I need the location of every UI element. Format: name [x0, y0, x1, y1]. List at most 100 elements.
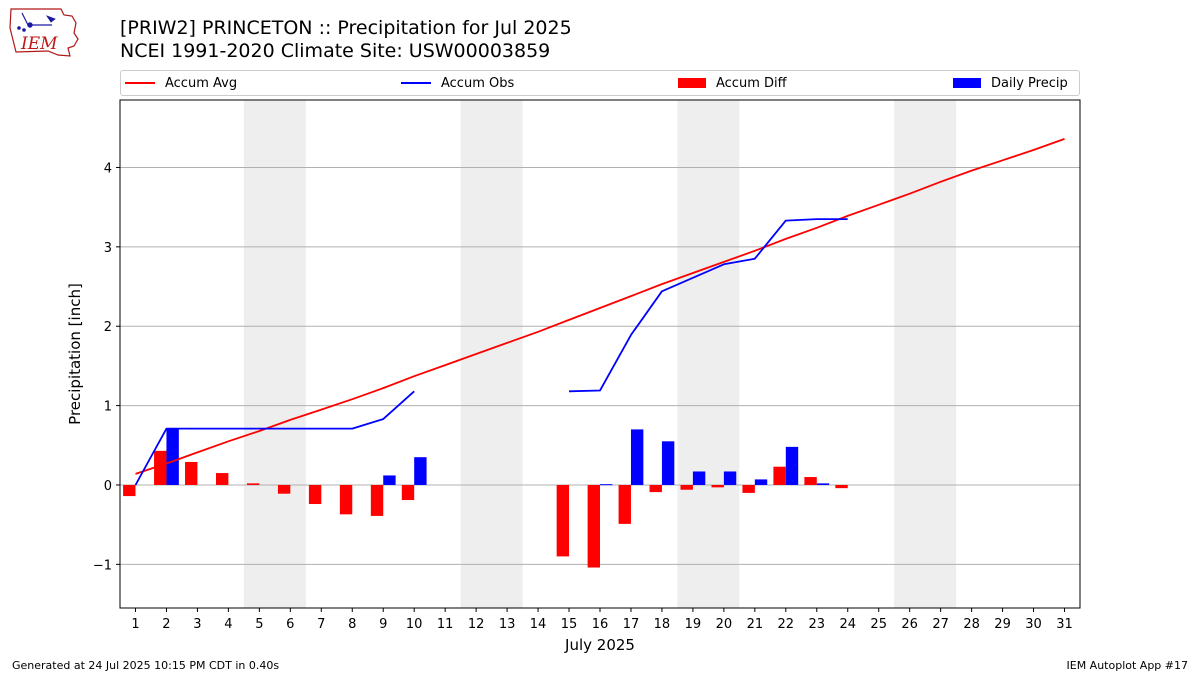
- line-series: [134, 138, 1065, 486]
- daily-precip-bar: [600, 484, 613, 486]
- x-tick-label: 29: [994, 617, 1011, 632]
- legend-swatch-daily-precip: [953, 78, 981, 88]
- x-tick-label: 16: [592, 617, 609, 632]
- footer-app-text: IEM Autoplot App #17: [1066, 659, 1189, 672]
- legend-item-daily-precip: Daily Precip: [953, 71, 1068, 95]
- weekend-band: [677, 100, 740, 608]
- x-tick-label: 17: [623, 617, 640, 632]
- x-tick-label: 21: [747, 617, 764, 632]
- daily-precip-bar: [816, 483, 830, 485]
- accum-diff-bar: [154, 450, 167, 485]
- accum-diff-bar: [649, 484, 662, 493]
- accum-diff-bar: [185, 461, 198, 485]
- daily-precip-bar: [754, 479, 768, 485]
- x-tick-label: 10: [406, 617, 423, 632]
- x-axis-label: July 2025: [564, 636, 635, 654]
- accum-diff-bar: [277, 484, 291, 494]
- weekend-band: [460, 100, 523, 608]
- x-tick-label: 24: [839, 617, 856, 632]
- weather-station-icon: [17, 12, 56, 32]
- accum-diff-bar: [835, 484, 848, 489]
- accum-obs-line: [134, 218, 848, 486]
- x-tick-label: 11: [437, 617, 454, 632]
- legend-item-accum-avg: Accum Avg: [125, 71, 237, 95]
- accum-diff-bar: [339, 484, 353, 515]
- y-tick-label: 2: [104, 320, 112, 335]
- x-tick-label: 9: [379, 617, 387, 632]
- legend-swatch-accum-obs: [401, 82, 431, 84]
- x-tick-label: 1: [131, 617, 139, 632]
- weekend-band: [243, 100, 306, 608]
- accum-diff-bar: [742, 484, 755, 493]
- x-tick-label: 6: [286, 617, 294, 632]
- legend-label-accum-diff: Accum Diff: [716, 75, 787, 91]
- y-tick-label: 3: [104, 241, 112, 256]
- daily-precip-bar: [383, 475, 396, 485]
- x-tick-label: 7: [317, 617, 325, 632]
- weekend-band: [894, 100, 957, 608]
- accum-diff-bar: [370, 484, 384, 516]
- daily-precip-bar: [630, 429, 644, 485]
- x-tick-label: 27: [932, 617, 949, 632]
- x-tick-label: 4: [224, 617, 232, 632]
- legend-swatch-accum-diff: [678, 78, 706, 88]
- legend-label-accum-obs: Accum Obs: [441, 75, 515, 91]
- y-tick-label: −1: [93, 558, 112, 573]
- x-tick-label: 26: [901, 617, 918, 632]
- x-axis-ticks: 1 2 3 4 5 6 7 8 9 10 11 12 13 14 15 16 17 18 19 20 21 22 23 24 2…: [131, 608, 1073, 632]
- y-axis-label: Precipitation [inch]: [66, 283, 84, 425]
- bar-series: [123, 428, 848, 568]
- x-tick-label: 22: [778, 617, 795, 632]
- accum-diff-bar: [804, 477, 817, 485]
- y-tick-label: 1: [104, 400, 112, 415]
- daily-precip-bar: [166, 428, 179, 485]
- daily-precip-bar: [661, 441, 675, 485]
- footer-generated-text: Generated at 24 Jul 2025 10:15 PM CDT in…: [12, 659, 280, 672]
- x-tick-label: 2: [162, 617, 170, 632]
- daily-precip-bar: [414, 457, 427, 485]
- accum-diff-bar: [401, 484, 415, 501]
- accum-diff-bar: [680, 484, 693, 490]
- weekend-bands: [243, 100, 957, 608]
- legend-item-accum-obs: Accum Obs: [401, 71, 514, 95]
- legend-label-accum-avg: Accum Avg: [165, 75, 238, 91]
- legend-label-daily-precip: Daily Precip: [991, 75, 1068, 91]
- x-tick-label: 13: [499, 617, 516, 632]
- daily-precip-bar: [723, 471, 737, 485]
- chart-subtitle: NCEI 1991-2020 Climate Site: USW00003859: [120, 40, 551, 62]
- accum-diff-bar: [773, 466, 786, 485]
- x-tick-label: 20: [716, 617, 733, 632]
- x-tick-label: 23: [809, 617, 826, 632]
- y-tick-label: 4: [104, 161, 112, 176]
- accum-diff-bar: [618, 484, 631, 524]
- x-tick-label: 18: [654, 617, 671, 632]
- logo-text: IEM: [20, 34, 58, 54]
- x-tick-label: 30: [1025, 617, 1042, 632]
- daily-precip-bar: [785, 446, 799, 485]
- x-tick-label: 3: [193, 617, 201, 632]
- x-tick-label: 5: [255, 617, 263, 632]
- accum-diff-bar: [308, 484, 322, 505]
- x-tick-label: 31: [1056, 617, 1073, 632]
- chart-title: [PRIW2] PRINCETON :: Precipitation for J…: [120, 17, 572, 39]
- x-tick-label: 28: [963, 617, 980, 632]
- x-tick-label: 14: [530, 617, 547, 632]
- legend-item-accum-diff: Accum Diff: [678, 71, 787, 95]
- x-tick-label: 8: [348, 617, 356, 632]
- accum-diff-bar: [711, 484, 724, 488]
- accum-diff-bar: [587, 484, 600, 568]
- accum-diff-bar: [556, 484, 570, 557]
- x-tick-label: 12: [468, 617, 485, 632]
- legend-swatch-accum-avg: [125, 82, 155, 84]
- y-tick-label: 0: [104, 479, 112, 494]
- x-tick-label: 19: [685, 617, 702, 632]
- chart-legend: Accum Avg Accum Obs Accum Diff Daily Pre…: [120, 70, 1080, 96]
- daily-precip-bar: [692, 471, 706, 485]
- y-axis-ticks: −1 0 1 2 3 4: [93, 161, 120, 573]
- accum-avg-line: [135, 138, 1065, 475]
- accum-diff-bar: [123, 484, 136, 497]
- accum-diff-bar: [216, 473, 229, 485]
- iem-logo: IEM: [9, 8, 79, 57]
- accum-diff-bar: [246, 483, 260, 485]
